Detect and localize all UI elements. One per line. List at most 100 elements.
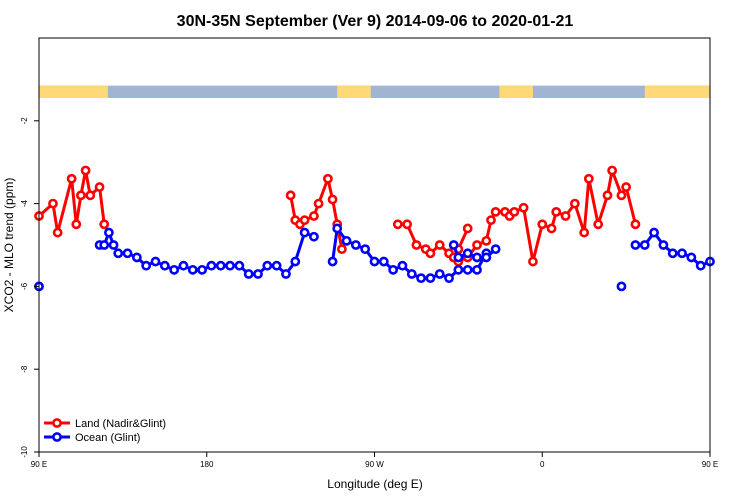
data-point-1-1-13: [197, 264, 207, 275]
x-tick-label-2: 90 W: [365, 460, 384, 469]
y-tick-label-0: -2: [20, 117, 29, 125]
data-point-1-3-0: [448, 240, 459, 250]
y-tick-label-1: -4: [20, 199, 29, 207]
data-point-1-1-23: [290, 256, 301, 267]
data-point-0-1-0: [285, 190, 296, 201]
y-tick-label-2: -6: [20, 282, 29, 290]
data-point-1-1-12: [187, 264, 198, 275]
data-point-1-1-19: [253, 269, 263, 279]
y-axis: -2 -4 -6 -8 -10: [20, 117, 39, 458]
data-point-1-3-4: [481, 252, 492, 263]
data-point-1-3-2: [462, 248, 473, 259]
x-tick-label-3: 0: [540, 460, 545, 469]
data-point-0-1-9: [336, 244, 347, 255]
data-point-0-3-17: [579, 227, 590, 238]
data-point-0-3-20: [602, 190, 613, 201]
x-axis: 90 E 180 90 W 0 90 E: [31, 452, 718, 469]
data-point-0-2-9: [462, 223, 473, 234]
data-point-1-2-15: [462, 264, 473, 275]
data-point-1-1-1: [99, 240, 110, 250]
data-point-1-5-5: [677, 248, 687, 259]
plot-frame: [38, 37, 711, 453]
data-point-0-3-24: [630, 219, 641, 230]
data-point-1-2-13: [444, 273, 454, 284]
data-point-0-2-5: [434, 240, 445, 250]
data-point-0-3-6: [490, 206, 501, 217]
data-point-1-1-6: [131, 252, 142, 263]
data-point-0-1-6: [323, 173, 333, 184]
data-point-1-1-15: [215, 260, 226, 271]
data-point-0-3-10: [518, 202, 529, 213]
band-land-3: [644, 85, 710, 99]
data-point-0-3-13: [546, 223, 557, 234]
data-point-0-0-8: [94, 182, 105, 192]
data-point-1-1-24: [299, 227, 310, 238]
x-tick-label-1: 180: [200, 460, 214, 469]
data-point-0-3-9: [509, 206, 520, 217]
surface-band: [39, 85, 710, 99]
band-land-0: [39, 85, 108, 99]
series-1: [34, 223, 715, 292]
data-point-1-2-5: [369, 256, 380, 267]
y-tick-label-3: -8: [20, 365, 29, 373]
data-point-0-0-3: [66, 173, 77, 184]
legend-label-1: Ocean (Glint): [75, 432, 140, 444]
data-point-0-2-4: [425, 248, 436, 259]
data-point-1-2-11: [425, 273, 436, 284]
data-point-0-0-4: [71, 219, 82, 230]
data-point-1-2-12: [434, 269, 445, 279]
legend-label-0: Land (Nadir&Glint): [75, 418, 166, 430]
legend: Land (Nadir&Glint) Ocean (Glint): [44, 418, 166, 444]
data-point-1-3-5: [490, 244, 501, 255]
x-tick-label-0: 90 E: [31, 460, 47, 469]
data-point-0-1-5: [313, 198, 324, 209]
series-line-0-3: [452, 168, 637, 264]
data-point-1-2-10: [416, 273, 426, 284]
series-layer: [34, 165, 715, 292]
series-line-0-0: [38, 168, 106, 235]
data-point-1-1-21: [271, 260, 282, 271]
data-point-0-3-15: [560, 211, 571, 221]
data-point-1-3-1: [453, 252, 464, 263]
data-point-0-3-4: [481, 235, 492, 246]
data-point-0-3-11: [528, 256, 538, 267]
data-point-0-3-22: [616, 190, 627, 201]
legend-marker-0: [52, 418, 62, 428]
data-point-0-0-9: [99, 219, 110, 230]
data-point-0-1-7: [327, 194, 338, 205]
data-point-1-5-0: [630, 240, 641, 250]
data-point-1-5-7: [695, 260, 706, 271]
data-point-0-3-23: [621, 182, 632, 192]
band-ocean: [39, 85, 710, 99]
data-point-0-0-2: [52, 227, 63, 238]
data-point-1-4-0: [616, 281, 627, 292]
data-point-0-0-6: [80, 165, 91, 176]
data-point-1-2-6: [378, 256, 389, 267]
data-point-0-0-7: [85, 190, 96, 201]
data-point-0-2-0: [392, 219, 403, 230]
data-point-1-5-6: [686, 252, 697, 263]
data-point-1-1-11: [178, 260, 189, 271]
data-point-1-1-14: [206, 260, 217, 271]
data-point-0-3-18: [583, 173, 594, 184]
data-point-0-3-3: [472, 240, 482, 250]
data-point-1-2-4: [360, 244, 371, 255]
data-point-1-5-3: [658, 240, 669, 250]
data-point-1-5-4: [667, 248, 678, 259]
x-axis-label: Longitude (deg E): [327, 477, 422, 491]
data-point-0-3-14: [551, 206, 562, 217]
data-point-0-1-3: [299, 215, 310, 226]
data-point-1-2-3: [350, 240, 361, 250]
data-point-0-0-1: [48, 198, 58, 209]
y-axis-label: XCO2 - MLO trend (ppm): [2, 178, 16, 313]
x-tick-label-4: 90 E: [702, 460, 718, 469]
data-point-0-3-16: [569, 198, 580, 209]
data-point-1-1-20: [262, 260, 273, 271]
legend-marker-1: [52, 432, 62, 442]
y-tick-label-4: -10: [20, 446, 29, 458]
band-land-1: [337, 85, 371, 99]
band-land-2: [499, 85, 533, 99]
data-point-0-3-21: [607, 165, 618, 176]
data-point-1-2-16: [472, 264, 482, 275]
